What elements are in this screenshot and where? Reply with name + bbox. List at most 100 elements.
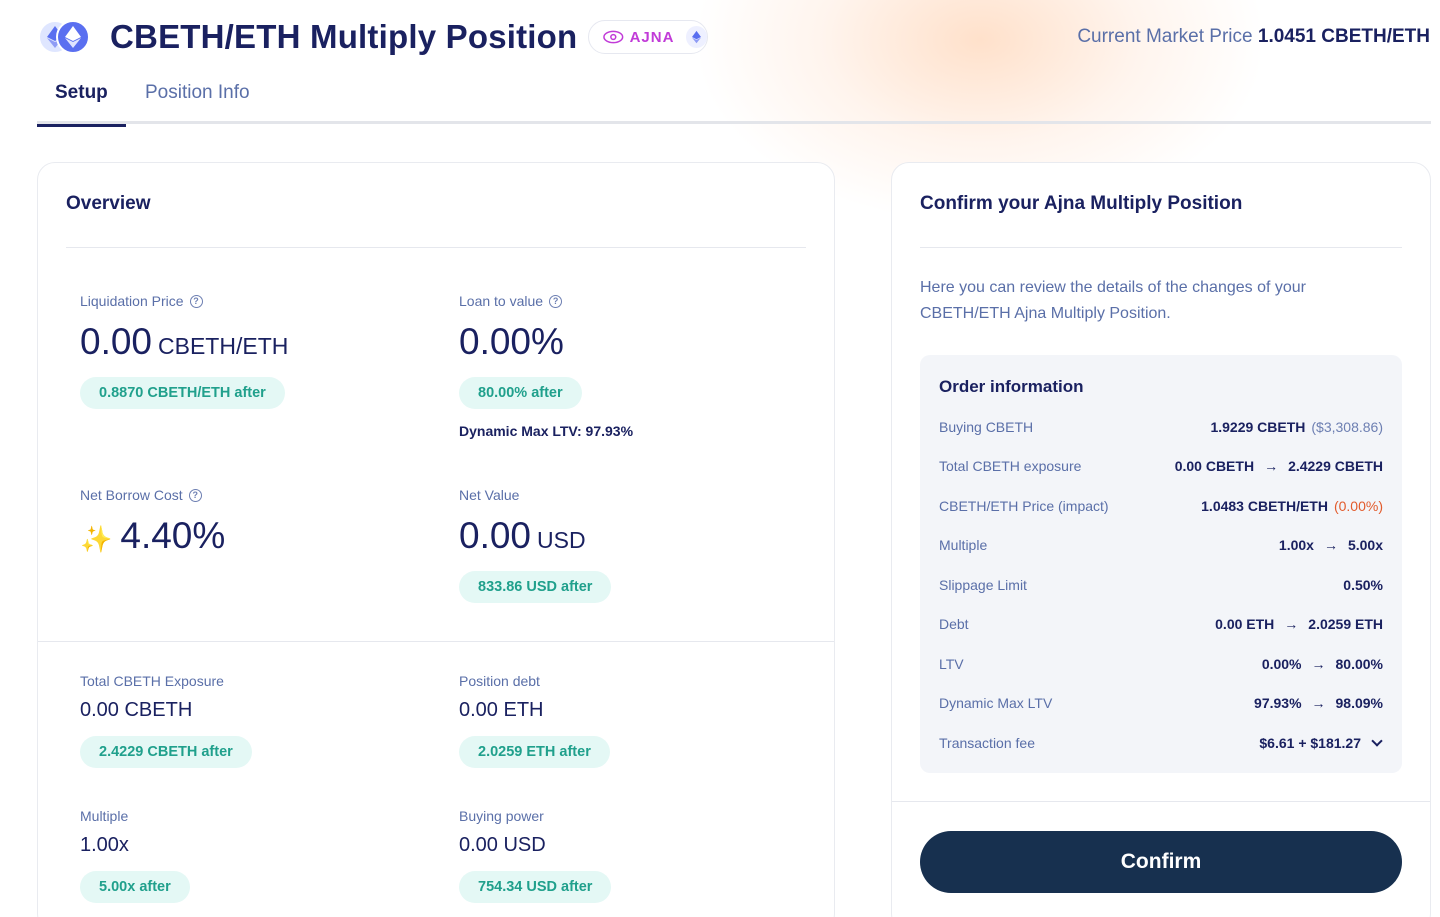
tab-setup[interactable]: Setup <box>37 82 126 127</box>
multiple-label: Multiple <box>80 808 129 824</box>
order-row-value: 1.0483 CBETH/ETH <box>1201 498 1328 514</box>
total-exposure-label: Total CBETH Exposure <box>80 673 224 689</box>
chevron-down-icon[interactable] <box>1371 735 1383 747</box>
order-row-label: CBETH/ETH Price (impact) <box>939 498 1109 514</box>
net-borrow-cost-value: 4.40% <box>120 515 226 556</box>
liquidation-price-label: Liquidation Price <box>80 293 184 309</box>
multiple-value: 1.00x <box>80 834 129 856</box>
buying-power-after-badge: 754.34 USD after <box>459 871 612 903</box>
order-row-label: Slippage Limit <box>939 577 1027 593</box>
multiple-after-badge: 5.00x after <box>80 871 190 903</box>
usd-value: ($3,308.86) <box>1311 419 1383 435</box>
help-icon[interactable]: ? <box>188 488 202 502</box>
order-row-label: Multiple <box>939 537 988 553</box>
buying-power-label: Buying power <box>459 808 544 824</box>
to-value: 5.00x <box>1347 537 1383 553</box>
net-value-after-badge: 833.86 USD after <box>459 571 612 603</box>
confirm-button[interactable]: Confirm <box>920 831 1402 893</box>
market-price-value: 1.0451 CBETH/ETH <box>1257 26 1430 47</box>
from-value: 97.93% <box>1254 695 1302 711</box>
current-market-price: Current Market Price 1.0451 CBETH/ETH <box>1077 26 1430 48</box>
loan-to-value-label: Loan to value <box>459 293 544 309</box>
order-row-dynamic-max-ltv: Dynamic Max LTV 97.93% → 98.09% <box>939 693 1383 713</box>
order-row-label: Transaction fee <box>939 735 1035 751</box>
to-value: 2.0259 ETH <box>1308 616 1383 632</box>
order-row-label: Debt <box>939 616 969 632</box>
order-row-value: 0.50% <box>1343 577 1383 593</box>
position-debt-metric: Position debt 0.00 ETH 2.0259 ETH after <box>459 673 610 768</box>
buying-power-value: 0.00 USD <box>459 834 546 856</box>
ajna-eye-icon <box>603 30 624 44</box>
arrow-right-icon: → <box>1311 695 1326 711</box>
order-row-label: Buying CBETH <box>939 419 1034 435</box>
sparkle-icon: ✨ <box>80 524 113 554</box>
order-row-ltv: LTV 0.00% → 80.00% <box>939 654 1383 674</box>
loan-to-value-value: 0.00% <box>459 321 564 362</box>
multiple-metric: Multiple 1.00x 5.00x after <box>80 808 190 903</box>
network-eth-icon <box>686 26 707 48</box>
transaction-fee-value: $6.61 + $181.27 <box>1259 735 1361 751</box>
arrow-right-icon: → <box>1323 537 1338 553</box>
help-icon[interactable]: ? <box>549 294 563 308</box>
order-row-value: 1.9229 CBETH <box>1210 419 1306 435</box>
from-value: 0.00 CBETH <box>1174 458 1255 474</box>
page-header: CBETH/ETH Multiply Position AJNA Current… <box>0 0 1440 80</box>
tab-position-info[interactable]: Position Info <box>145 82 250 103</box>
loan-to-value-metric: Loan to value ? 0.00% 80.00% after Dynam… <box>459 293 633 439</box>
order-information-panel: Order information Buying CBETH 1.9229 CB… <box>920 355 1402 773</box>
net-borrow-cost-label: Net Borrow Cost <box>80 487 183 503</box>
from-value: 1.00x <box>1278 537 1314 553</box>
order-information-title: Order information <box>939 377 1084 396</box>
liquidation-price-unit: CBETH/ETH <box>158 333 289 359</box>
order-row-debt: Debt 0.00 ETH → 2.0259 ETH <box>939 614 1383 634</box>
protocol-name: AJNA <box>629 28 675 46</box>
order-row-buying: Buying CBETH 1.9229 CBETH ($3,308.86) <box>939 417 1383 437</box>
from-value: 0.00 ETH <box>1215 616 1275 632</box>
overview-title: Overview <box>66 193 151 214</box>
divider <box>66 247 806 248</box>
eth-icon <box>56 20 90 54</box>
order-row-label: LTV <box>939 656 964 672</box>
order-row-label: Dynamic Max LTV <box>939 695 1053 711</box>
position-debt-after-badge: 2.0259 ETH after <box>459 736 610 768</box>
tab-bar: Setup Position Info <box>37 78 1431 127</box>
to-value: 98.09% <box>1335 695 1383 711</box>
loan-to-value-after-badge: 80.00% after <box>459 377 582 409</box>
help-icon[interactable]: ? <box>189 294 203 308</box>
divider <box>892 801 1430 802</box>
section-divider <box>38 641 834 642</box>
confirm-title: Confirm your Ajna Multiply Position <box>920 193 1243 214</box>
protocol-badge[interactable]: AJNA <box>588 20 708 54</box>
liquidation-price-value: 0.00 <box>80 321 153 362</box>
total-exposure-after-badge: 2.4229 CBETH after <box>80 736 252 768</box>
price-impact-value: (0.00%) <box>1333 498 1383 514</box>
arrow-right-icon: → <box>1284 616 1299 632</box>
order-row-transaction-fee[interactable]: Transaction fee $6.61 + $181.27 <box>939 733 1383 753</box>
order-row-multiple: Multiple 1.00x → 5.00x <box>939 535 1383 555</box>
net-value-metric: Net Value 0.00 USD 833.86 USD after <box>459 487 612 603</box>
arrow-right-icon: → <box>1264 458 1279 474</box>
total-exposure-value: 0.00 CBETH <box>80 699 193 721</box>
confirm-description: Here you can review the details of the c… <box>920 279 1306 322</box>
token-pair-icon <box>38 20 90 56</box>
to-value: 80.00% <box>1335 656 1383 672</box>
market-price-label: Current Market Price <box>1077 26 1253 47</box>
total-exposure-metric: Total CBETH Exposure 0.00 CBETH 2.4229 C… <box>80 673 252 768</box>
overview-card: Overview Liquidation Price ? 0.00 CBETH/… <box>37 162 835 917</box>
net-borrow-cost-metric: Net Borrow Cost ? ✨ 4.40% <box>80 487 225 557</box>
net-value-value: 0.00 <box>459 515 532 556</box>
page-title: CBETH/ETH Multiply Position <box>110 18 578 55</box>
arrow-right-icon: → <box>1311 656 1326 672</box>
confirm-card: Confirm your Ajna Multiply Position Here… <box>891 162 1431 917</box>
position-debt-label: Position debt <box>459 673 540 689</box>
to-value: 2.4229 CBETH <box>1288 458 1383 474</box>
net-value-label: Net Value <box>459 487 520 503</box>
net-value-unit: USD <box>537 527 586 553</box>
position-debt-value: 0.00 ETH <box>459 699 544 721</box>
order-row-price-impact: CBETH/ETH Price (impact) 1.0483 CBETH/ET… <box>939 496 1383 516</box>
buying-power-metric: Buying power 0.00 USD 754.34 USD after <box>459 808 612 903</box>
dynamic-max-ltv-note: Dynamic Max LTV: 97.93% <box>459 423 634 439</box>
divider <box>920 247 1402 248</box>
liquidation-price-after-badge: 0.8870 CBETH/ETH after <box>80 377 285 409</box>
liquidation-price-metric: Liquidation Price ? 0.00 CBETH/ETH 0.887… <box>80 293 288 409</box>
